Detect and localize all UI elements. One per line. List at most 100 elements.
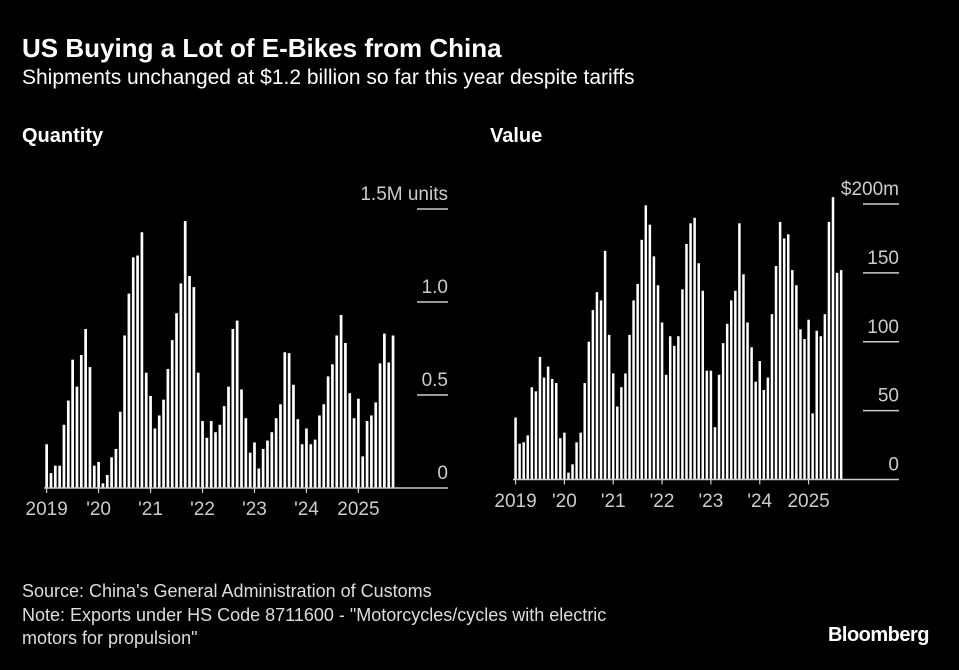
quantity-bar	[326, 376, 330, 488]
quantity-bar	[357, 398, 360, 488]
quantity-bar	[123, 335, 126, 488]
value-ytick-label: 100	[867, 317, 899, 338]
value-bar	[754, 381, 757, 480]
quantity-bar	[170, 340, 174, 488]
value-bar	[522, 442, 525, 480]
quantity-bar	[97, 461, 100, 488]
quantity-bar	[92, 465, 96, 488]
value-xtick-label: '22	[650, 491, 675, 512]
quantity-bar	[175, 313, 178, 488]
value-bar	[831, 197, 835, 480]
quantity-ytick-label: 0	[437, 463, 448, 484]
quantity-bar	[188, 275, 191, 488]
value-bar	[616, 406, 619, 480]
value-bar	[632, 300, 635, 480]
quantity-bar	[71, 359, 74, 488]
value-bar	[673, 345, 676, 480]
quantity-bar	[53, 465, 57, 488]
value-panel-title: Value	[490, 125, 543, 147]
value-bar	[786, 234, 790, 480]
quantity-bar	[253, 442, 256, 488]
quantity-bar	[235, 320, 239, 488]
quantity-bar	[231, 328, 235, 488]
value-bar	[725, 323, 729, 480]
value-bar	[664, 374, 668, 480]
value-bar	[734, 290, 737, 480]
value-bar	[660, 322, 664, 480]
quantity-bar	[257, 468, 261, 488]
quantity-bar	[391, 335, 395, 488]
value-bar	[591, 310, 595, 480]
value-bar	[628, 334, 631, 480]
value-bar	[620, 387, 623, 480]
value-bar	[595, 292, 599, 480]
value-bar	[518, 443, 521, 480]
bloomberg-logo: Bloomberg	[827, 624, 930, 646]
value-bar	[839, 270, 843, 480]
quantity-bar	[218, 424, 222, 488]
quantity-bar	[318, 415, 321, 488]
quantity-bar	[266, 440, 269, 488]
value-bar	[750, 347, 753, 480]
value-ytick-label: 150	[867, 248, 899, 269]
quantity-bar	[296, 419, 300, 488]
value-bar	[738, 223, 741, 480]
quantity-panel-title: Quantity	[22, 125, 104, 147]
quantity-bar	[222, 406, 226, 488]
value-ytick-label: 50	[878, 386, 899, 407]
quantity-bar	[313, 439, 317, 488]
value-bar	[730, 300, 733, 480]
value-bar	[713, 427, 717, 480]
quantity-bar	[183, 221, 187, 488]
value-bar	[563, 432, 566, 480]
quantity-bar	[227, 386, 230, 488]
value-bar	[758, 361, 761, 480]
value-bar	[526, 435, 530, 480]
quantity-bar	[279, 404, 282, 488]
quantity-bar	[179, 283, 183, 488]
quantity-bar	[335, 335, 339, 488]
value-bar	[514, 417, 517, 480]
quantity-bar	[339, 315, 343, 488]
value-bar	[587, 341, 591, 480]
value-bar	[689, 223, 692, 480]
quantity-ytick-label: 1.5M units	[360, 184, 448, 205]
value-bar	[778, 221, 782, 480]
quantity-ytick-label: 0.5	[422, 370, 448, 391]
value-bar	[567, 472, 570, 480]
value-bar	[571, 464, 574, 480]
quantity-bar	[45, 444, 48, 488]
quantity-bar	[49, 473, 53, 488]
value-ytick-label: $200m	[841, 179, 899, 200]
quantity-bar	[79, 355, 83, 488]
quantity-bar	[248, 452, 252, 488]
value-bar	[546, 366, 550, 480]
value-bar	[697, 263, 700, 480]
quantity-bar	[365, 421, 369, 488]
value-bar	[770, 314, 774, 480]
value-bar	[656, 285, 660, 480]
quantity-xtick-label: 2025	[337, 499, 379, 520]
value-xtick-label: '20	[552, 491, 577, 512]
quantity-bar	[348, 393, 352, 488]
quantity-xtick-label: '23	[242, 499, 267, 520]
quantity-bar	[300, 444, 304, 488]
value-bar	[823, 314, 827, 480]
value-bar	[705, 370, 709, 480]
quantity-bar	[292, 384, 295, 488]
value-bar	[819, 336, 823, 480]
value-bar	[579, 432, 582, 480]
quantity-bar	[131, 257, 135, 488]
quantity-bar	[153, 428, 157, 488]
quantity-bar	[105, 474, 109, 488]
source-note: Source: China's General Administration o…	[22, 581, 432, 601]
quantity-bar	[75, 386, 79, 488]
chart-title: US Buying a Lot of E-Bikes from China	[22, 33, 502, 63]
quantity-xtick-label: '21	[138, 499, 163, 520]
value-bar	[677, 336, 680, 480]
quantity-bar	[374, 402, 378, 488]
quantity-bar	[361, 456, 365, 488]
value-bar	[782, 238, 786, 480]
value-bar	[709, 370, 713, 480]
